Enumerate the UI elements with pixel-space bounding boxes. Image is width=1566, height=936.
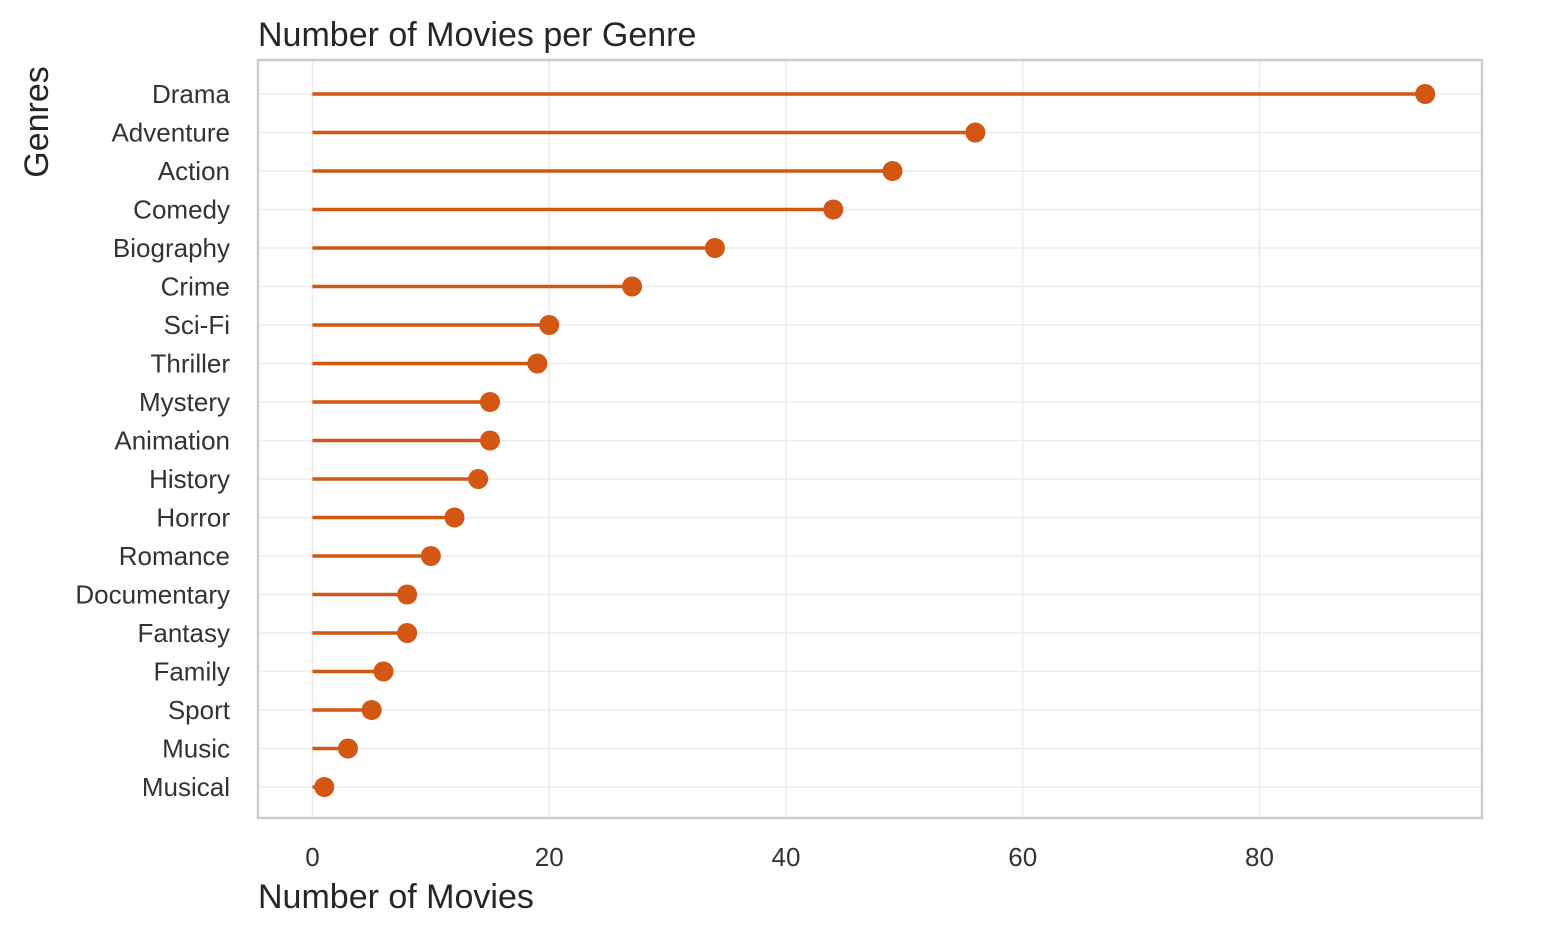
lollipop-dot: [444, 507, 465, 528]
lollipop-dot: [539, 315, 560, 335]
lollipop-dot: [527, 353, 548, 374]
chart-title: Number of Movies per Genre: [258, 16, 696, 54]
y-tick-label: Mystery: [139, 387, 230, 417]
y-tick-label: Music: [162, 734, 230, 764]
y-tick-label: Thriller: [151, 349, 231, 379]
lollipop-dot: [361, 700, 382, 720]
y-tick-label: Fantasy: [138, 618, 231, 648]
y-tick-label: Drama: [152, 79, 231, 109]
lollipop-dot: [337, 738, 358, 759]
y-tick-label: Sport: [168, 695, 231, 725]
y-tick-label: Animation: [114, 426, 230, 456]
x-tick-label: 80: [1245, 842, 1274, 872]
y-tick-label: Romance: [119, 541, 230, 571]
y-tick-label: Crime: [161, 272, 230, 302]
lollipop-dot: [314, 777, 335, 797]
y-tick-label: Comedy: [133, 195, 230, 225]
y-tick-label: Documentary: [75, 580, 230, 610]
x-axis-title: Number of Movies: [258, 878, 534, 916]
lollipop-dot: [704, 238, 725, 258]
y-tick-label: Biography: [113, 233, 230, 263]
lollipop-dot: [397, 623, 418, 643]
lollipop-dot: [468, 469, 489, 489]
y-tick-label: Sci-Fi: [164, 310, 230, 340]
x-tick-label: 0: [305, 842, 319, 872]
y-tick-label: History: [149, 464, 230, 494]
y-tick-label: Action: [158, 156, 230, 186]
y-tick-label: Adventure: [111, 118, 230, 148]
lollipop-dot: [480, 430, 501, 451]
lollipop-dot: [1415, 84, 1436, 104]
lollipop-dot: [420, 546, 441, 566]
lollipop-dot: [480, 392, 501, 412]
lollipop-dot: [965, 122, 986, 143]
lollipop-dot: [622, 276, 643, 297]
plot-frame: [256, 58, 1484, 820]
x-tick-label: 40: [771, 842, 800, 872]
lollipop-dot: [397, 584, 418, 605]
lollipop-dot: [823, 199, 844, 220]
y-tick-label: Horror: [156, 503, 230, 533]
y-tick-label: Musical: [142, 772, 230, 802]
lollipop-dot: [882, 161, 903, 181]
x-tick-label: 20: [535, 842, 564, 872]
lollipop-dot: [373, 661, 394, 682]
y-axis-title: Genres: [18, 66, 56, 178]
plot-area: Drama Adventure Action Comedy Biography Crime…: [75, 58, 1484, 872]
x-tick-label: 60: [1008, 842, 1037, 872]
y-tick-label: Family: [153, 657, 230, 687]
